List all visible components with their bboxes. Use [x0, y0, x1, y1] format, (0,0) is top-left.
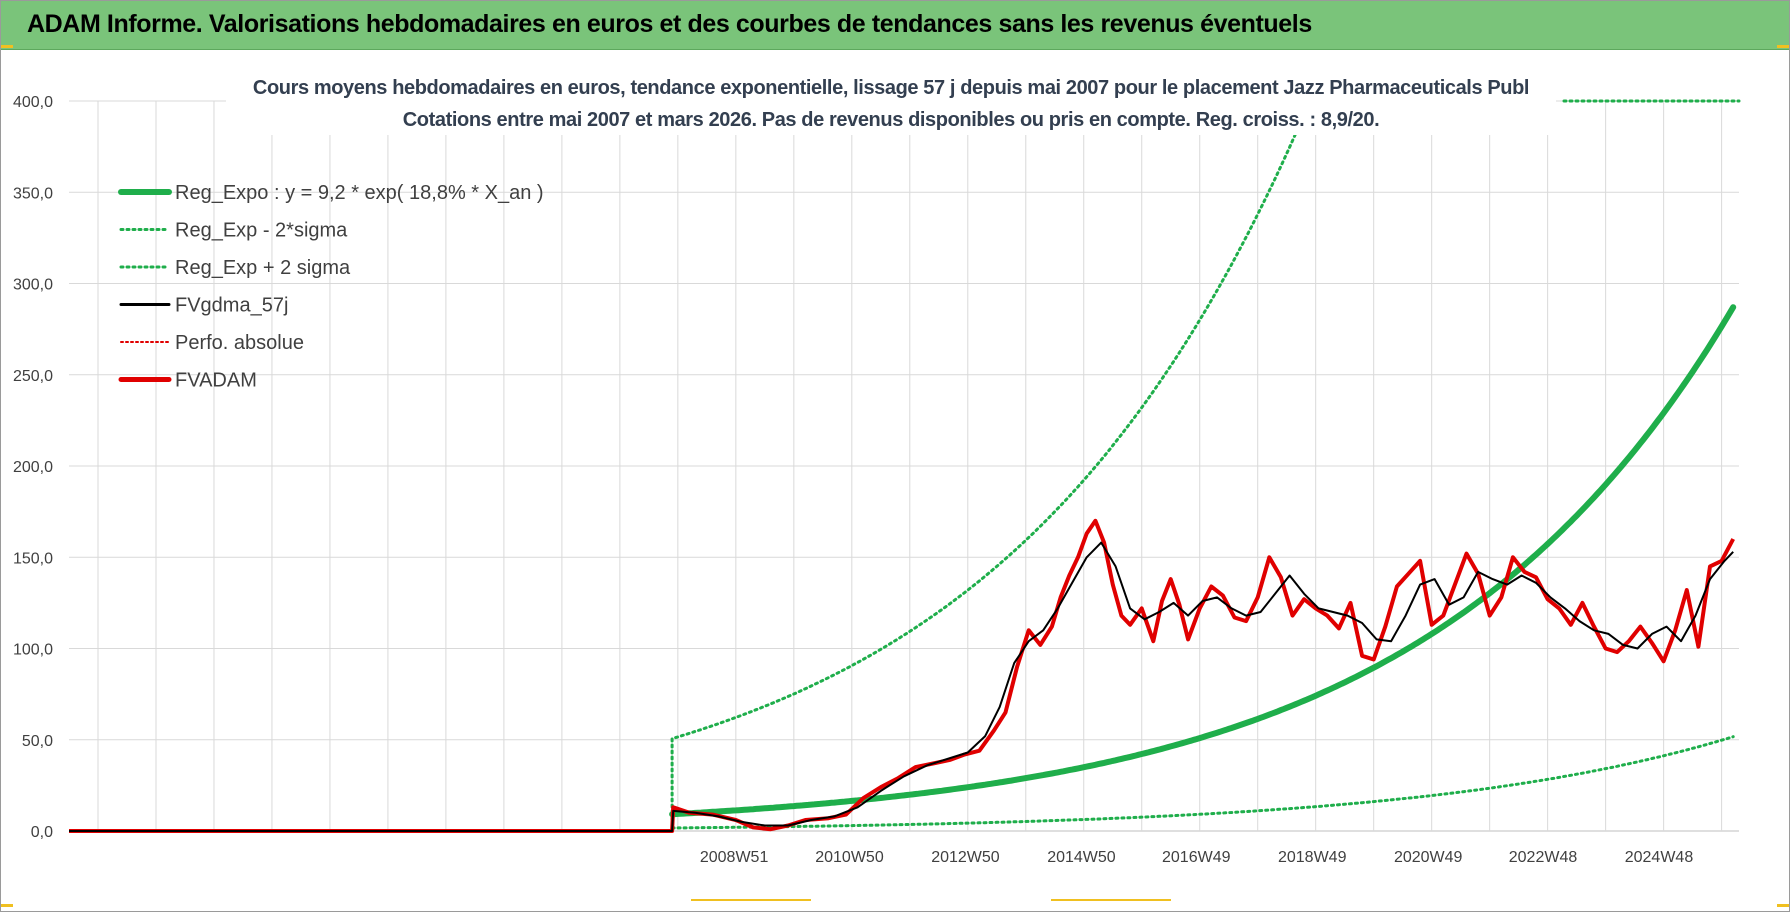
- legend-label-perfo: Perfo. absolue: [175, 332, 304, 354]
- chart-title: Cours moyens hebdomadaires en euros, ten…: [253, 77, 1529, 99]
- corner-marker-tr: [1777, 45, 1789, 48]
- chart-subtitle: Cotations entre mai 2007 et mars 2026. P…: [403, 109, 1379, 131]
- series-fvadam: [69, 518, 1735, 833]
- y-tick-label: 150,0: [13, 550, 53, 567]
- page-title: ADAM Informe. Valorisations hebdomadaire…: [27, 10, 1312, 38]
- corner-marker-bl: [1, 904, 13, 907]
- legend-label-fvadam: FVADAM: [175, 370, 257, 392]
- x-tick-label: 2010W50: [815, 849, 884, 866]
- y-tick-label: 300,0: [13, 277, 53, 294]
- title-background: [226, 71, 1556, 135]
- series-fvgdma-57j: [69, 541, 1734, 832]
- y-tick-label: 350,0: [13, 185, 53, 202]
- x-tick-label: 2012W50: [931, 849, 1000, 866]
- x-tick-label: 2020W49: [1394, 849, 1463, 866]
- corner-marker-tl: [1, 45, 13, 48]
- y-tick-label: 100,0: [13, 642, 53, 659]
- y-tick-label: 250,0: [13, 368, 53, 385]
- series-reg-expo: [669, 304, 1737, 818]
- x-axis-ticks: 2008W51 2010W50 2012W50 2014W50 2016W49 2018W…: [700, 849, 1693, 866]
- series-reg-exp-minus-2sigma: [670, 735, 1735, 830]
- corner-marker-br: [1777, 904, 1789, 907]
- x-tick-label: 2022W48: [1509, 849, 1578, 866]
- x-tick-label: 2008W51: [700, 849, 769, 866]
- series-layer: [69, 99, 1741, 833]
- legend-label-fvgdma: FVgdma_57j: [175, 295, 288, 317]
- legend-label-reg_expo: Reg_Expo : y = 9,2 * exp( 18,8% * X_an ): [175, 182, 544, 204]
- x-tick-label: 2024W48: [1625, 849, 1694, 866]
- grid-lines: [69, 100, 1739, 832]
- series-reg-exp-plus-2sigma: [670, 99, 1312, 833]
- x-tick-label: 2016W49: [1162, 849, 1231, 866]
- x-tick-label: 2018W49: [1278, 849, 1347, 866]
- chart-titles: Cours moyens hebdomadaires en euros, ten…: [226, 71, 1556, 135]
- y-tick-label: 400,0: [13, 94, 53, 111]
- scroll-marker-1: [691, 899, 811, 901]
- legend-label-sigma_minus: Reg_Exp - 2*sigma: [175, 220, 348, 242]
- header-banner: ADAM Informe. Valorisations hebdomadaire…: [1, 1, 1789, 50]
- x-tick-label: 2014W50: [1047, 849, 1116, 866]
- y-tick-label: 50,0: [22, 733, 53, 750]
- legend-label-sigma_plus: Reg_Exp + 2 sigma: [175, 257, 351, 279]
- scroll-marker-2: [1051, 899, 1171, 901]
- y-axis-ticks: 0,0 50,0 100,0 150,0 200,0 250,0 300,0 350,0 400…: [13, 94, 53, 841]
- legend: Reg_Expo : y = 9,2 * exp( 18,8% * X_an )…: [118, 182, 544, 392]
- y-tick-label: 0,0: [31, 824, 53, 841]
- y-tick-label: 200,0: [13, 459, 53, 476]
